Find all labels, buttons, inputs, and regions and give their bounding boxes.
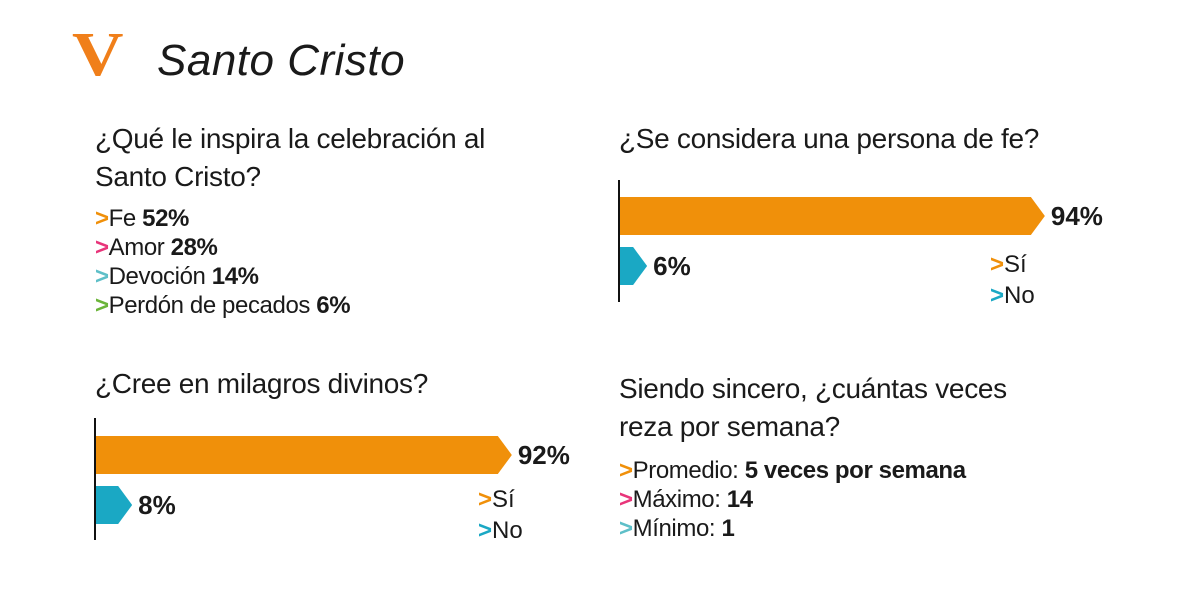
arrow-icon: >	[95, 234, 109, 261]
list-item: >Perdón de pecados 6%	[95, 291, 351, 320]
list-item: >Máximo: 14	[619, 485, 966, 514]
item-label: Máximo:	[632, 486, 721, 513]
arrow-icon: >	[478, 486, 493, 513]
item-value: 6%	[316, 292, 351, 319]
inspira-list: >Fe 52% >Amor 28% >Devoción 14% >Perdón …	[95, 204, 351, 320]
question-inspira: ¿Qué le inspira la celebración al Santo …	[95, 120, 485, 196]
bar-si	[96, 436, 512, 474]
item-value: 28%	[170, 234, 218, 261]
legend-si: >Sí	[478, 484, 515, 515]
arrow-icon: >	[95, 263, 109, 290]
legend-no: >No	[990, 280, 1035, 311]
arrow-icon: >	[619, 457, 633, 484]
question-line: Santo Cristo?	[95, 161, 261, 192]
legend-label: No	[1004, 282, 1035, 309]
question-line: Siendo sincero, ¿cuántas veces	[619, 373, 1007, 404]
list-item: >Mínimo: 1	[619, 514, 966, 543]
item-label: Amor	[108, 234, 165, 261]
chart-axis	[618, 180, 620, 302]
arrow-icon: >	[990, 251, 1005, 278]
legend-label: Sí	[492, 486, 515, 513]
arrow-icon: >	[95, 292, 109, 319]
item-value: 1	[721, 515, 735, 542]
arrow-icon: >	[990, 282, 1005, 309]
item-label: Devoción	[108, 263, 206, 290]
data-label: 6%	[653, 251, 691, 281]
arrow-icon: >	[95, 205, 109, 232]
data-label: 92%	[517, 440, 570, 470]
data-label: 94%	[1050, 201, 1103, 231]
item-value: 5 veces por semana	[744, 457, 966, 484]
list-item: >Fe 52%	[95, 204, 350, 233]
list-item: >Promedio: 5 veces por semana	[619, 456, 966, 485]
logo: V	[72, 21, 124, 89]
item-label: Fe	[108, 205, 137, 232]
item-label: Mínimo:	[632, 515, 716, 542]
data-label: 8%	[138, 490, 176, 520]
reza-list: >Promedio: 5 veces por semana >Máximo: 1…	[619, 456, 966, 543]
item-value: 14%	[211, 263, 259, 290]
legend-no: >No	[478, 515, 523, 546]
item-label: Promedio:	[632, 457, 739, 484]
question-line: ¿Qué le inspira la celebración al	[95, 123, 486, 154]
legend-label: Sí	[1004, 251, 1027, 278]
bar-no	[96, 486, 132, 524]
list-item: >Devoción 14%	[95, 262, 350, 291]
page-title: Santo Cristo	[157, 36, 406, 85]
chart-title-fe: ¿Se considera una persona de fe?	[619, 123, 1040, 154]
question-reza: Siendo sincero, ¿cuántas veces reza por …	[619, 370, 1007, 446]
arrow-icon: >	[478, 517, 493, 544]
chart-title-milagros: ¿Cree en milagros divinos?	[95, 368, 429, 399]
chart-axis	[94, 418, 96, 540]
legend-si: >Sí	[990, 249, 1027, 280]
arrow-icon: >	[619, 515, 633, 542]
bar-si	[620, 197, 1045, 235]
question-line: reza por semana?	[619, 411, 840, 442]
bar-no	[620, 247, 647, 285]
legend-label: No	[492, 517, 523, 544]
item-value: 14	[726, 486, 753, 513]
item-value: 52%	[142, 205, 189, 232]
list-item: >Amor 28%	[95, 233, 350, 262]
arrow-icon: >	[619, 486, 633, 513]
item-label: Perdón de pecados	[108, 292, 311, 319]
